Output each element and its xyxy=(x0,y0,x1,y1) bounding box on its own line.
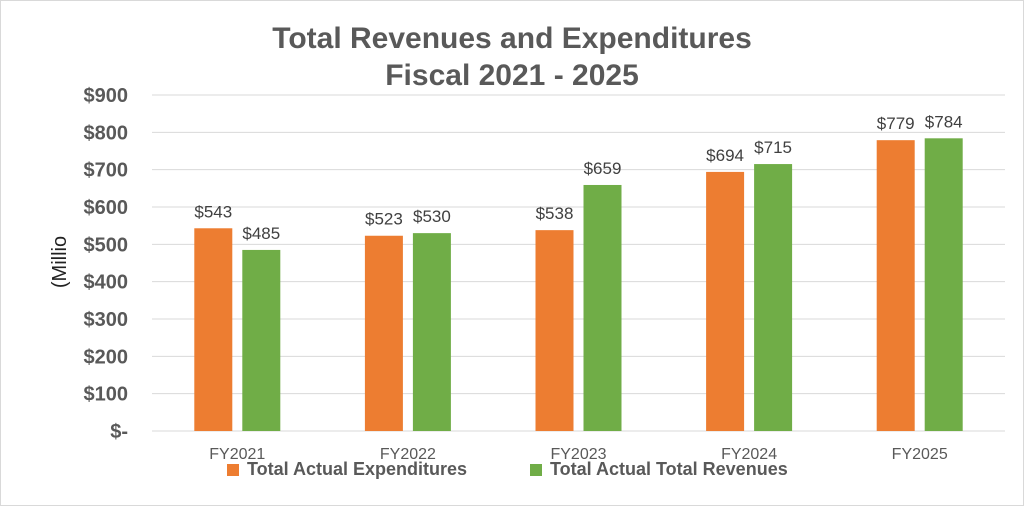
y-tick-label: $700 xyxy=(84,160,129,182)
data-label: $485 xyxy=(242,224,280,243)
bar xyxy=(535,230,574,431)
data-label: $523 xyxy=(365,210,403,229)
x-axis-tick-labels: FY2021 FY2022 FY2023 FY2024 FY2025 xyxy=(209,446,948,463)
data-label: $543 xyxy=(194,202,232,221)
data-label: $779 xyxy=(877,114,915,133)
y-axis-label: (Millio xyxy=(49,236,71,288)
data-label: $694 xyxy=(706,146,744,165)
x-tick-label: FY2021 xyxy=(209,446,265,463)
legend-swatch xyxy=(227,463,239,476)
chart-title: Total Revenues and Expenditures xyxy=(272,22,752,55)
y-tick-label: $- xyxy=(110,421,128,443)
legend-label: Total Actual Expenditures xyxy=(247,459,468,479)
x-tick-label: FY2025 xyxy=(892,446,948,463)
y-tick-label: $200 xyxy=(84,346,129,368)
y-tick-label: $300 xyxy=(84,309,129,331)
x-tick-label: FY2022 xyxy=(380,446,436,463)
x-tick-label: FY2023 xyxy=(550,446,606,463)
data-label: $530 xyxy=(413,207,451,226)
bar xyxy=(706,171,745,431)
y-tick-label: $400 xyxy=(84,272,129,294)
bar xyxy=(364,235,403,431)
data-label: $659 xyxy=(584,159,622,178)
y-tick-label: $600 xyxy=(84,197,129,219)
bar xyxy=(876,140,915,431)
data-label: $784 xyxy=(925,112,963,131)
bar xyxy=(754,164,793,432)
legend-swatch xyxy=(530,463,542,476)
y-tick-label: $900 xyxy=(84,85,129,107)
bar xyxy=(583,184,622,431)
bars xyxy=(194,138,963,432)
chart-subtitle: Fiscal 2021 - 2025 xyxy=(385,59,639,92)
y-tick-label: $100 xyxy=(84,384,129,406)
y-tick-label: $500 xyxy=(84,234,129,256)
bar xyxy=(924,138,963,431)
x-tick-label: FY2024 xyxy=(721,446,777,463)
legend-item: Total Actual Expenditures xyxy=(227,459,467,480)
y-tick-label: $800 xyxy=(84,122,129,144)
bar xyxy=(242,249,281,431)
data-labels: $543 $485 $523 $530 $538 $659 $694 $715 $779 $784 xyxy=(194,112,962,243)
chart-title-block: Total Revenues and Expenditures Fiscal 2… xyxy=(0,20,1024,94)
legend-label: Total Actual Total Revenues xyxy=(550,459,788,479)
gridlines xyxy=(152,94,1005,432)
legend-item: Total Actual Total Revenues xyxy=(530,459,788,480)
bar xyxy=(194,228,233,431)
data-label: $538 xyxy=(536,204,574,223)
data-label: $715 xyxy=(754,138,792,157)
bar xyxy=(412,233,451,431)
y-axis-tick-labels: $- $100 $200 $300 $400 $500 $600 $700 $800 $900 xyxy=(84,85,129,443)
legend: Total Actual Expenditures Total Actual To… xyxy=(0,459,1024,487)
